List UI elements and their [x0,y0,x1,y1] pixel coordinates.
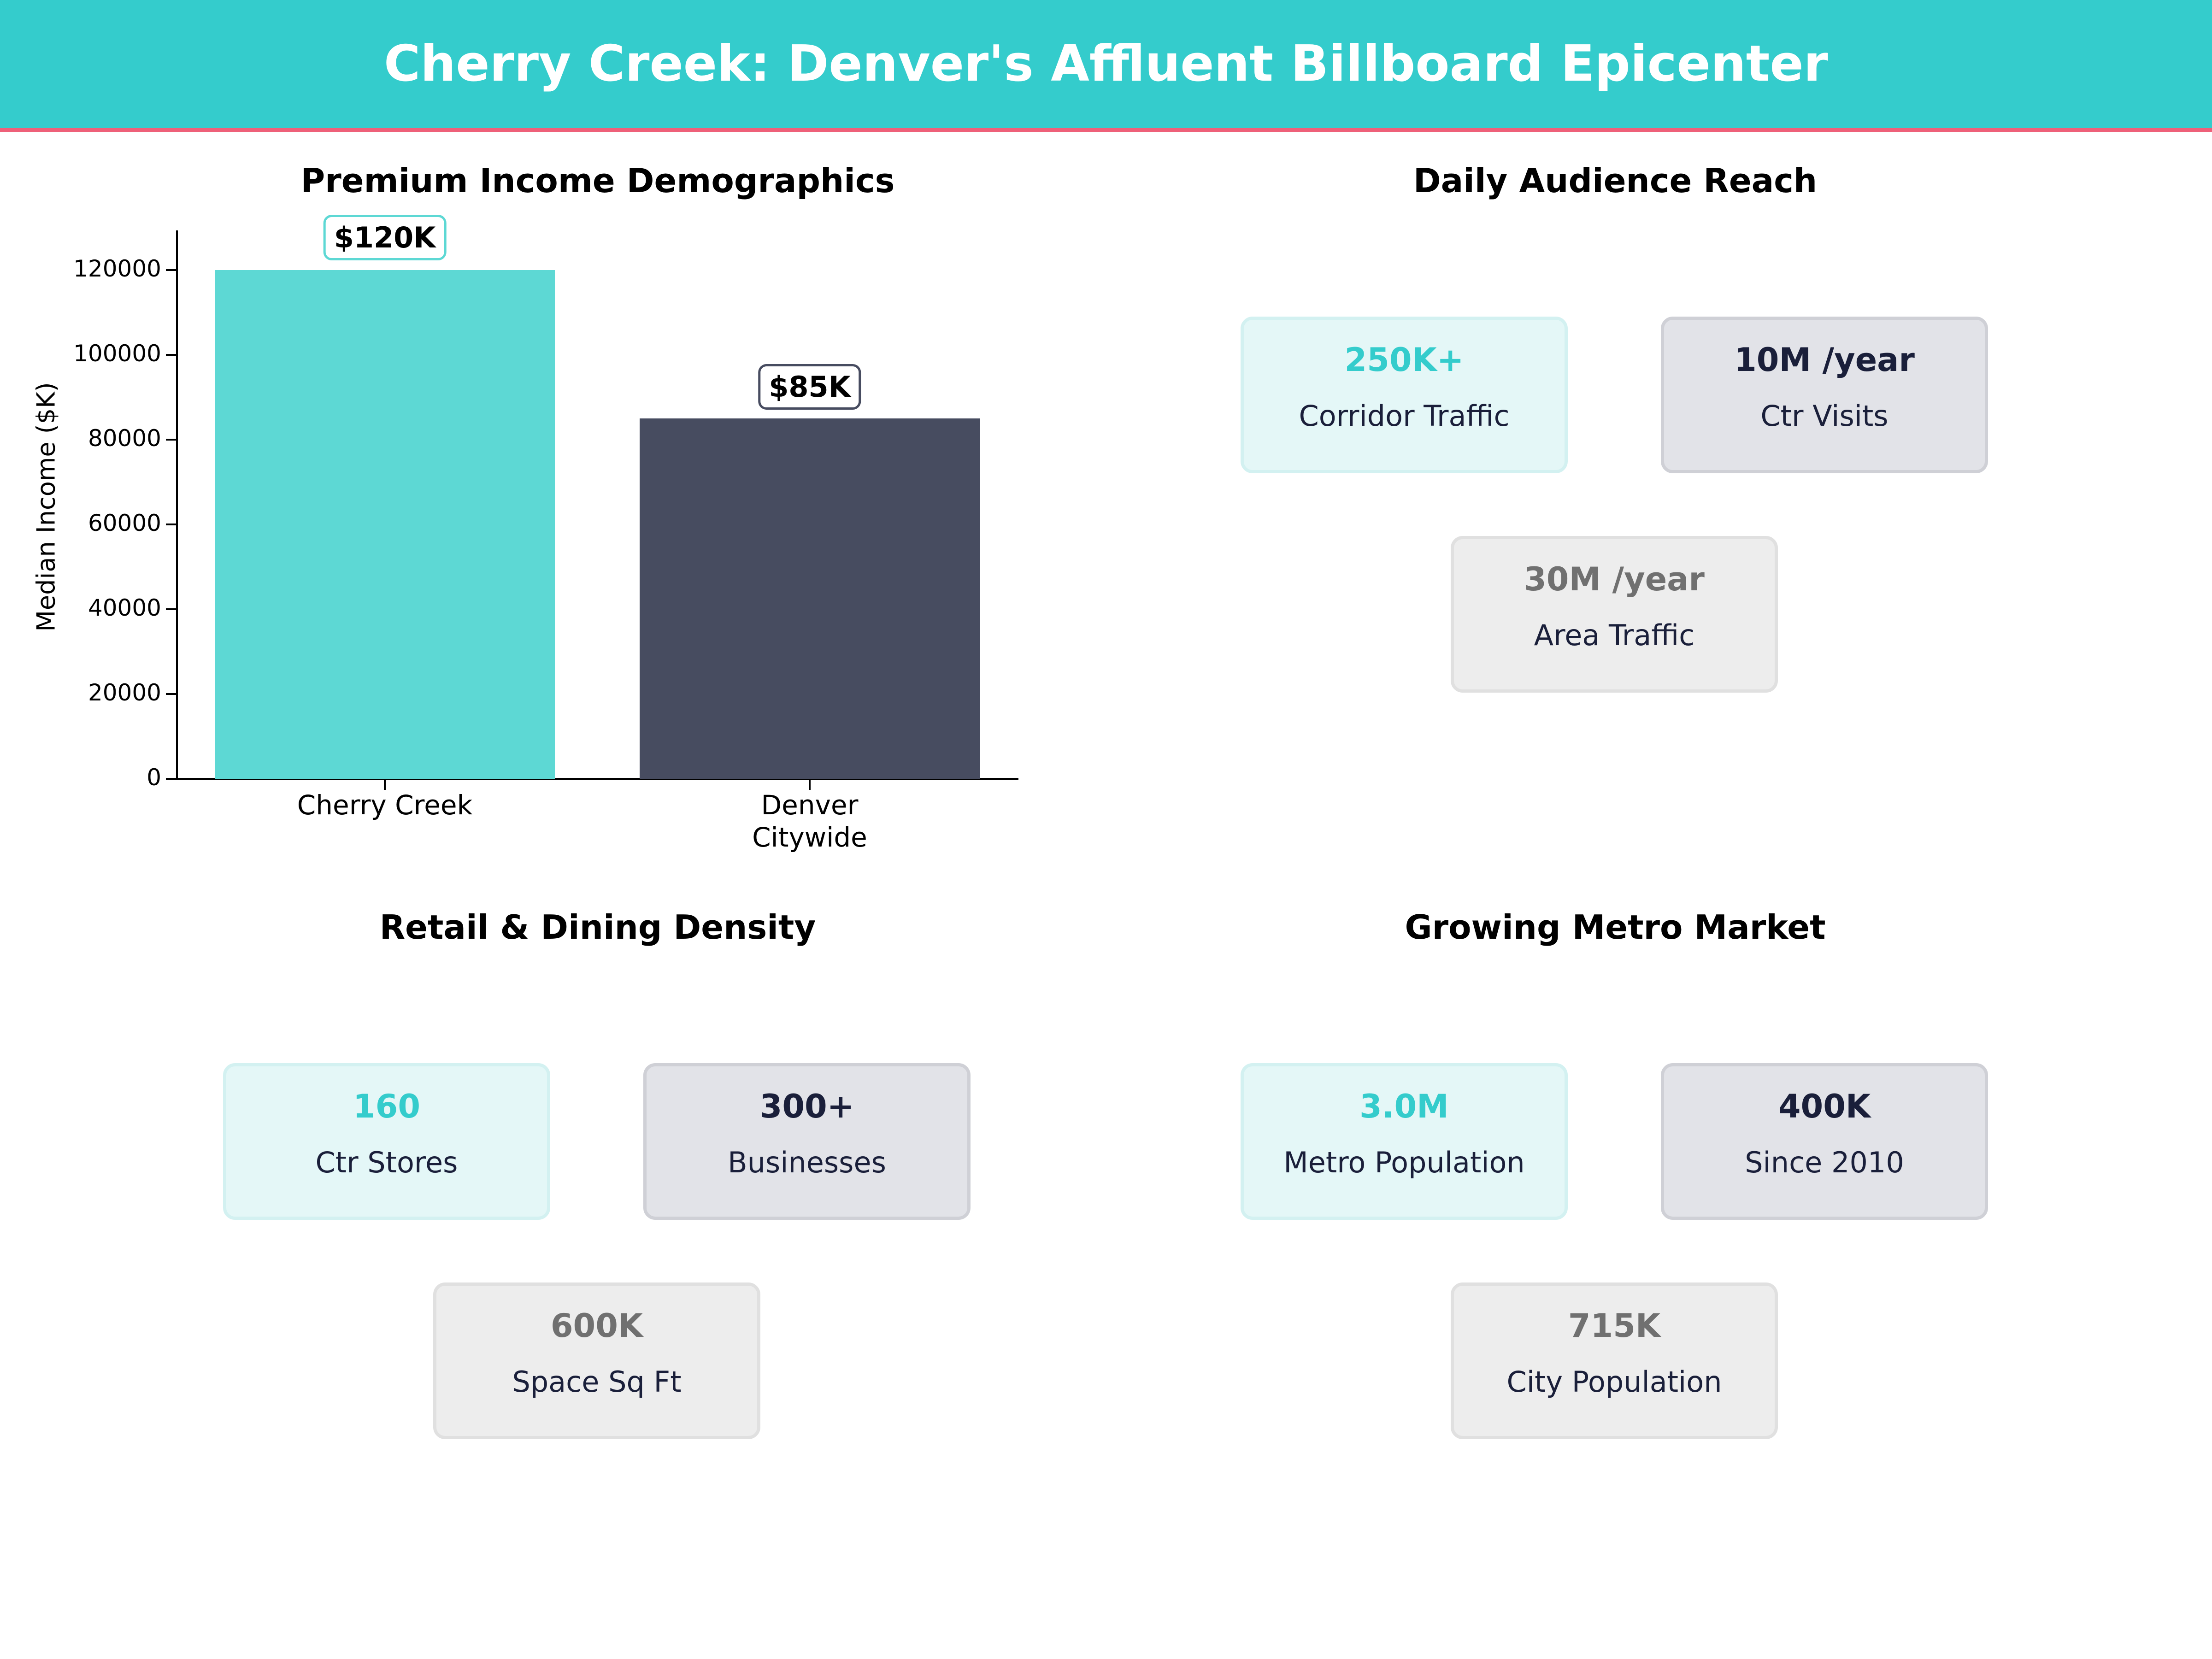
bar-value-label: $85K [758,364,861,410]
stat-card: 3.0M Metro Population [1241,1063,1568,1220]
income-chart-title: Premium Income Demographics [300,161,895,200]
x-tick [384,779,386,790]
bar-denver-citywide [640,418,980,779]
y-tick [166,778,177,780]
stat-card: 160 Ctr Stores [223,1063,550,1220]
stat-label: Ctr Visits [1760,399,1888,433]
y-tick [166,524,177,525]
stat-label: Since 2010 [1745,1146,1904,1179]
stat-label: Businesses [728,1146,886,1179]
retail-panel-title: Retail & Dining Density [379,908,816,947]
stat-value: 715K [1568,1307,1661,1345]
stat-card: 10M /year Ctr Visits [1661,317,1988,473]
y-tick-label: 20000 [88,679,161,706]
stat-value: 30M /year [1524,560,1705,598]
header-banner [0,0,2212,128]
stat-card: 300+ Businesses [643,1063,971,1220]
stat-value: 400K [1778,1088,1871,1125]
header-accent-line [0,128,2212,132]
stat-card: 400K Since 2010 [1661,1063,1988,1220]
stat-value: 10M /year [1734,341,1915,379]
y-tick [166,608,177,610]
stat-card: 250K+ Corridor Traffic [1241,317,1568,473]
y-tick-label: 100000 [73,340,161,367]
stat-label: Area Traffic [1534,618,1695,652]
x-tick-label: Cherry Creek [297,789,473,821]
page-title: Cherry Creek: Denver's Affluent Billboar… [384,35,1828,93]
stat-label: City Population [1506,1365,1722,1399]
y-tick-label: 60000 [88,510,161,536]
y-tick-label: 0 [147,764,161,791]
stat-card: 715K City Population [1451,1282,1778,1439]
stat-value: 600K [550,1307,643,1345]
y-tick [166,439,177,441]
bar-value-label: $120K [323,215,447,260]
x-tick-label: Citywide [752,822,867,853]
x-tick-label: Denver [761,789,859,821]
reach-panel-title: Daily Audience Reach [1413,161,1818,200]
stat-value: 3.0M [1359,1088,1449,1125]
y-tick-label: 80000 [88,425,161,452]
y-axis [176,230,178,779]
stat-card: 30M /year Area Traffic [1451,536,1778,693]
stat-value: 160 [353,1088,421,1125]
bar-cherry-creek [215,270,555,779]
y-tick [166,693,177,695]
stat-label: Space Sq Ft [512,1365,682,1399]
x-axis [176,778,1018,780]
y-tick-label: 120000 [73,255,161,282]
stat-value: 300+ [759,1088,854,1125]
y-tick-label: 40000 [88,594,161,621]
y-tick [166,354,177,356]
x-tick [809,779,811,790]
stat-card: 600K Space Sq Ft [433,1282,760,1439]
stat-label: Metro Population [1283,1146,1525,1179]
stat-label: Corridor Traffic [1299,399,1510,433]
stat-value: 250K+ [1344,341,1464,379]
y-tick [166,269,177,271]
stat-label: Ctr Stores [315,1146,458,1179]
metro-panel-title: Growing Metro Market [1405,908,1826,947]
